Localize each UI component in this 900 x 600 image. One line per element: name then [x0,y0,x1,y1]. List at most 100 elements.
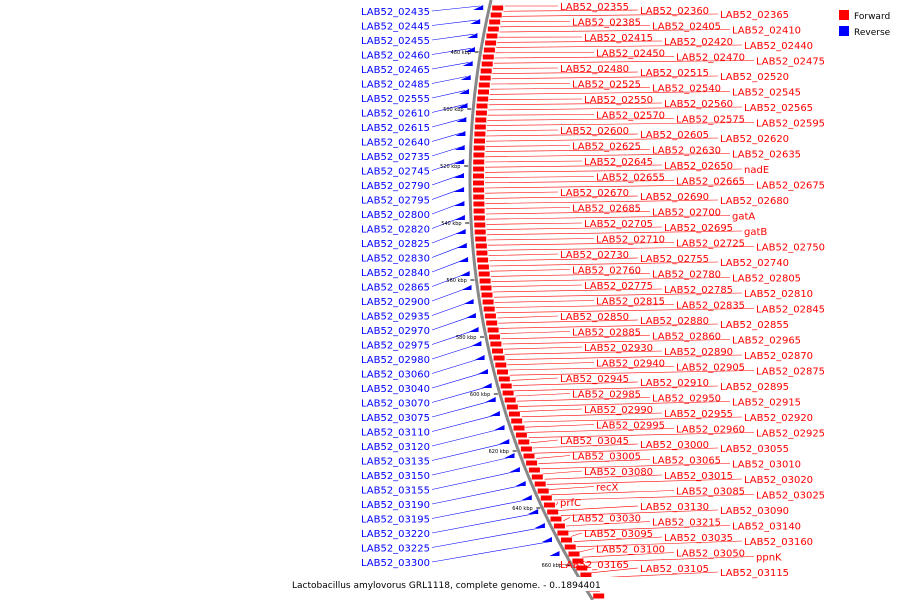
forward-gene-label[interactable]: LAB52_02470 [676,53,745,64]
forward-gene-label[interactable]: LAB52_02605 [640,130,709,141]
reverse-gene-label[interactable]: LAB52_02790 [361,181,430,192]
forward-gene-label[interactable]: LAB52_02855 [720,320,789,331]
forward-gene-label[interactable]: LAB52_03025 [756,491,825,502]
forward-gene-label[interactable]: LAB52_02755 [640,254,709,265]
forward-gene-label[interactable]: LAB52_02480 [560,64,629,75]
forward-gene-label[interactable]: LAB52_03130 [640,502,709,513]
forward-gene-label[interactable]: LAB52_02805 [732,274,801,285]
forward-gene-label[interactable]: LAB52_03080 [584,467,653,478]
forward-gene-label[interactable]: LAB52_02725 [676,239,745,250]
forward-gene-label[interactable]: LAB52_02360 [640,6,709,17]
reverse-gene-label[interactable]: LAB52_02840 [361,268,430,279]
forward-gene-label[interactable]: LAB52_02870 [744,351,813,362]
forward-gene-label[interactable]: LAB52_02910 [640,378,709,389]
forward-gene-label[interactable]: LAB52_02540 [652,84,721,95]
reverse-gene-label[interactable]: LAB52_02825 [361,239,430,250]
forward-gene-label[interactable]: LAB52_03095 [584,529,653,540]
forward-gene-label[interactable]: LAB52_03165 [560,560,629,571]
reverse-gene-label[interactable]: LAB52_02615 [361,123,430,134]
reverse-gene-label[interactable]: LAB52_02935 [361,312,430,323]
forward-gene-label[interactable]: LAB52_02680 [720,196,789,207]
forward-gene-label[interactable]: LAB52_02700 [652,208,721,219]
forward-gene-label[interactable]: LAB52_03160 [744,537,813,548]
forward-gene-label[interactable]: LAB52_02835 [676,301,745,312]
forward-gene-label[interactable]: LAB52_02985 [572,390,641,401]
forward-gene-label[interactable]: LAB52_02600 [560,126,629,137]
forward-gene-label[interactable]: LAB52_02930 [584,343,653,354]
forward-gene-label[interactable]: LAB52_03050 [676,549,745,560]
forward-gene-label[interactable]: LAB52_03030 [572,514,641,525]
forward-gene-label[interactable]: LAB52_02875 [756,367,825,378]
forward-gene-label[interactable]: LAB52_02385 [572,18,641,29]
reverse-gene-label[interactable]: LAB52_03040 [361,384,430,395]
reverse-gene-label[interactable]: LAB52_02435 [361,7,430,18]
forward-gene-label[interactable]: LAB52_02405 [652,22,721,33]
forward-gene-label[interactable]: LAB52_02550 [584,95,653,106]
gene-labels[interactable]: LAB52_02435 LAB52_02445 LAB52_02455 LAB52_0… [361,2,825,579]
forward-gene-label[interactable]: recX [596,483,619,494]
forward-gene-label[interactable]: LAB52_02760 [572,266,641,277]
forward-gene-label[interactable]: LAB52_02905 [676,363,745,374]
forward-gene-label[interactable]: LAB52_03035 [664,533,733,544]
reverse-gene-label[interactable]: LAB52_02980 [361,355,430,366]
reverse-gene-label[interactable]: LAB52_02455 [361,36,430,47]
forward-gene-label[interactable]: LAB52_02995 [596,421,665,432]
reverse-gene-label[interactable]: LAB52_02975 [361,341,430,352]
forward-gene-label[interactable]: LAB52_03105 [640,564,709,575]
forward-gene-label[interactable]: LAB52_02420 [664,37,733,48]
reverse-gene-label[interactable]: LAB52_03120 [361,442,430,453]
reverse-gene-label[interactable]: LAB52_02830 [361,254,430,265]
forward-gene-label[interactable]: LAB52_02670 [560,188,629,199]
forward-gene-label[interactable]: LAB52_02595 [756,119,825,130]
forward-gene-label[interactable]: LAB52_03085 [676,487,745,498]
forward-gene-label[interactable]: LAB52_02685 [572,204,641,215]
reverse-gene-label[interactable]: LAB52_02485 [361,80,430,91]
forward-gene-label[interactable]: LAB52_02575 [676,115,745,126]
forward-gene-label[interactable]: LAB52_02885 [572,328,641,339]
forward-gene-label[interactable]: LAB52_02810 [744,289,813,300]
forward-gene-label[interactable]: LAB52_02690 [640,192,709,203]
forward-gene-label[interactable]: LAB52_02940 [596,359,665,370]
forward-gene-label[interactable]: LAB52_02780 [652,270,721,281]
reverse-gene-label[interactable]: LAB52_03060 [361,370,430,381]
forward-gene-label[interactable]: LAB52_02650 [664,161,733,172]
forward-gene-label[interactable]: LAB52_03005 [572,452,641,463]
reverse-gene-label[interactable]: LAB52_02465 [361,65,430,76]
forward-gene-label[interactable]: LAB52_02850 [560,312,629,323]
forward-gene-label[interactable]: LAB52_03000 [640,440,709,451]
reverse-gene-label[interactable]: LAB52_02610 [361,109,430,120]
forward-gene-label[interactable]: LAB52_03115 [720,568,789,579]
forward-gene-label[interactable]: LAB52_03015 [664,471,733,482]
forward-gene-label[interactable]: LAB52_02705 [584,219,653,230]
forward-gene-label[interactable]: LAB52_02655 [596,173,665,184]
reverse-gene-label[interactable]: LAB52_02795 [361,196,430,207]
forward-gene-label[interactable]: LAB52_02845 [756,305,825,316]
forward-gene-label[interactable]: LAB52_02560 [664,99,733,110]
forward-gene-label[interactable]: LAB52_02740 [720,258,789,269]
forward-gene-label[interactable]: LAB52_02890 [664,347,733,358]
reverse-gene-label[interactable]: LAB52_03300 [361,558,430,569]
forward-gene-label[interactable]: LAB52_03065 [652,456,721,467]
reverse-gene-label[interactable]: LAB52_03075 [361,413,430,424]
reverse-gene-label[interactable]: LAB52_03135 [361,457,430,468]
forward-gene-label[interactable]: LAB52_03140 [732,522,801,533]
reverse-gene-label[interactable]: LAB52_02900 [361,297,430,308]
forward-gene-label[interactable]: LAB52_02675 [756,181,825,192]
forward-gene-label[interactable]: LAB52_02415 [584,33,653,44]
forward-gene-label[interactable]: LAB52_02665 [676,177,745,188]
forward-gene-label[interactable]: LAB52_02860 [652,332,721,343]
forward-gene-label[interactable]: LAB52_02945 [560,374,629,385]
forward-gene-label[interactable]: LAB52_02565 [744,103,813,114]
forward-gene-label[interactable]: LAB52_03045 [560,436,629,447]
forward-gene-label[interactable]: LAB52_02815 [596,297,665,308]
forward-gene-label[interactable]: LAB52_02570 [596,111,665,122]
forward-gene-label[interactable]: LAB52_02695 [664,223,733,234]
reverse-gene-label[interactable]: LAB52_03220 [361,529,430,540]
forward-gene-label[interactable]: LAB52_02630 [652,146,721,157]
reverse-gene-label[interactable]: LAB52_03195 [361,515,430,526]
reverse-gene-label[interactable]: LAB52_02865 [361,283,430,294]
forward-gene-label[interactable]: LAB52_02955 [664,409,733,420]
forward-gene-label[interactable]: LAB52_02515 [640,68,709,79]
reverse-gene-label[interactable]: LAB52_03225 [361,544,430,555]
forward-gene-label[interactable]: LAB52_02915 [732,398,801,409]
